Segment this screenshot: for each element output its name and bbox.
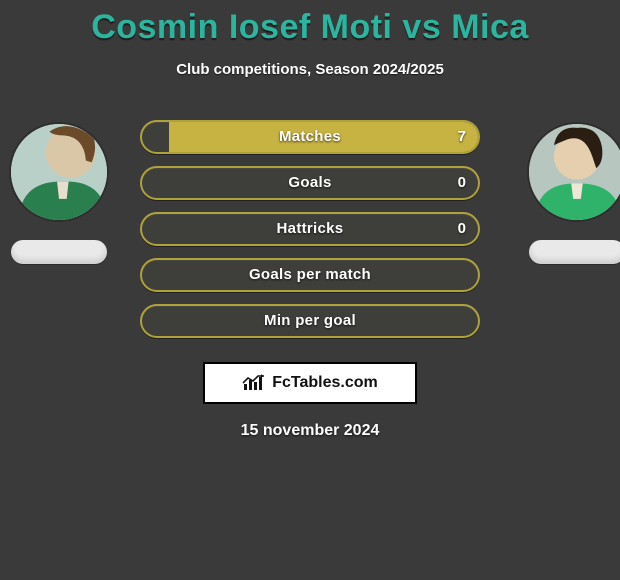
stat-label: Goals <box>142 168 478 198</box>
player-right-avatar <box>527 122 620 222</box>
date-text: 15 november 2024 <box>0 422 620 440</box>
stat-row: Goals per match <box>140 258 480 292</box>
stats-container: Matches7Goals0Hattricks0Goals per matchM… <box>140 120 480 350</box>
player-left-flag <box>11 240 107 264</box>
stat-row: Goals0 <box>140 166 480 200</box>
brand-text: FcTables.com <box>272 374 378 392</box>
player-left <box>4 122 114 264</box>
player-left-avatar <box>9 122 109 222</box>
chart-icon <box>242 374 266 392</box>
stat-row: Min per goal <box>140 304 480 338</box>
stat-row: Hattricks0 <box>140 212 480 246</box>
stat-row: Matches7 <box>140 120 480 154</box>
avatar-right-icon <box>529 124 620 220</box>
stat-value-right: 0 <box>458 214 466 244</box>
page-subtitle: Club competitions, Season 2024/2025 <box>0 61 620 78</box>
page-title: Cosmin Iosef Moti vs Mica <box>0 0 620 47</box>
stat-label: Goals per match <box>142 260 478 290</box>
player-right <box>522 122 620 264</box>
stat-label: Hattricks <box>142 214 478 244</box>
stat-value-right: 7 <box>458 122 466 152</box>
stat-label: Min per goal <box>142 306 478 336</box>
brand-box[interactable]: FcTables.com <box>203 362 417 404</box>
stat-value-right: 0 <box>458 168 466 198</box>
stat-label: Matches <box>142 122 478 152</box>
player-right-flag <box>529 240 620 264</box>
avatar-left-icon <box>11 124 107 220</box>
